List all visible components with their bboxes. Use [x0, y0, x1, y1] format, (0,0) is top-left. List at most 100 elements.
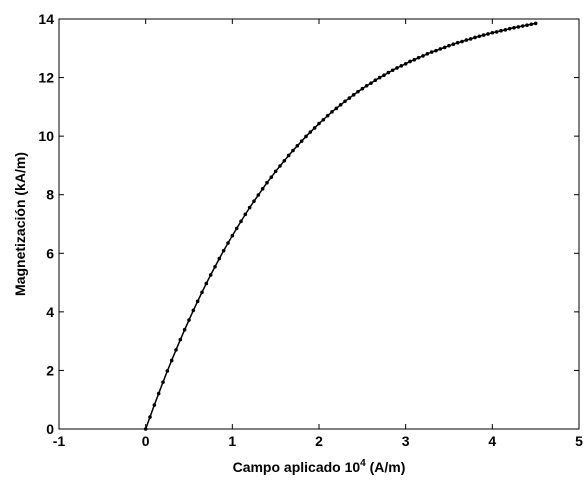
data-point: [165, 369, 170, 373]
data-point: [360, 86, 365, 91]
y-axis-label: Magnetización (kA/m): [12, 152, 28, 296]
data-point: [369, 81, 373, 85]
data-point: [317, 121, 321, 126]
y-tick-label: 8: [46, 187, 54, 203]
data-point: [373, 78, 378, 83]
x-axis-label-exponent: 4: [360, 458, 366, 469]
data-point: [351, 93, 356, 97]
data-point: [473, 35, 477, 40]
data-point: [390, 68, 395, 73]
data-point: [156, 391, 161, 396]
data-point: [321, 117, 326, 122]
data-point: [356, 89, 360, 94]
data-point: [512, 25, 516, 30]
data-point: [503, 28, 508, 32]
data-point: [477, 34, 482, 39]
data-point: [343, 99, 347, 104]
data-point: [468, 37, 473, 41]
data-point: [182, 327, 187, 332]
data-point: [178, 337, 183, 342]
data-point: [533, 21, 538, 26]
data-point: [382, 73, 386, 78]
data-point: [447, 43, 451, 48]
plot-background: [59, 19, 579, 429]
data-point: [226, 241, 230, 245]
data-point: [494, 30, 499, 34]
data-point: [325, 113, 330, 118]
y-tick-label: 2: [46, 362, 54, 378]
data-point: [451, 42, 456, 46]
x-tick-label: 1: [228, 433, 236, 449]
data-point: [421, 54, 425, 58]
data-point: [464, 38, 469, 42]
data-point: [273, 169, 278, 174]
data-point: [516, 25, 521, 29]
data-point: [399, 64, 404, 68]
data-series: [143, 21, 538, 431]
data-point: [364, 83, 369, 88]
data-point: [243, 212, 248, 217]
data-point: [312, 126, 317, 130]
data-point: [148, 415, 152, 419]
data-point: [213, 264, 217, 269]
data-point: [247, 205, 252, 210]
data-point: [308, 130, 313, 134]
data-point: [386, 70, 391, 75]
x-tick-label: 3: [402, 433, 410, 449]
data-point: [208, 273, 213, 277]
data-point: [295, 144, 300, 148]
data-point: [403, 62, 408, 66]
y-tick-label: 4: [46, 304, 54, 320]
data-point: [460, 39, 464, 44]
data-point: [395, 66, 399, 70]
data-point: [217, 256, 222, 261]
data-point: [520, 24, 525, 28]
data-point: [429, 50, 434, 54]
data-point: [334, 106, 339, 111]
data-point: [152, 403, 157, 407]
data-point: [204, 281, 209, 286]
data-point: [265, 180, 269, 185]
data-point: [525, 23, 529, 27]
data-point: [416, 55, 421, 60]
y-tick-label: 0: [46, 421, 54, 437]
data-point: [330, 110, 334, 114]
data-point: [269, 175, 274, 179]
data-point: [425, 52, 430, 56]
data-point: [260, 187, 265, 191]
data-point: [187, 318, 191, 322]
data-point: [507, 26, 512, 31]
data-point: [282, 158, 287, 163]
data-point: [442, 45, 447, 50]
data-point: [200, 290, 204, 295]
x-tick-label: 2: [315, 433, 323, 449]
data-point: [304, 134, 308, 139]
data-point: [434, 48, 438, 53]
data-point: [195, 299, 200, 304]
x-tick-label: 5: [575, 433, 583, 449]
data-point: [291, 148, 295, 153]
data-point: [438, 47, 443, 51]
y-tick-label: 14: [38, 11, 54, 27]
data-point: [455, 40, 460, 45]
y-tick-label: 6: [46, 245, 54, 261]
data-point: [161, 380, 165, 384]
data-point: [486, 32, 490, 36]
data-point: [174, 348, 178, 352]
data-point: [529, 22, 534, 27]
data-point: [221, 248, 226, 253]
x-tick-label: 4: [488, 433, 496, 449]
data-point: [481, 33, 486, 37]
data-point: [377, 75, 382, 80]
data-point: [499, 28, 503, 33]
data-point: [347, 96, 352, 100]
data-point: [230, 233, 235, 238]
y-tick-label: 12: [38, 70, 54, 86]
data-point: [338, 103, 343, 107]
data-point: [286, 153, 291, 158]
data-point: [191, 308, 196, 313]
y-axis-ticks: 0 2 4 6 8 10 12 14: [38, 11, 579, 437]
data-point: [234, 226, 239, 231]
x-tick-label: 0: [142, 433, 150, 449]
